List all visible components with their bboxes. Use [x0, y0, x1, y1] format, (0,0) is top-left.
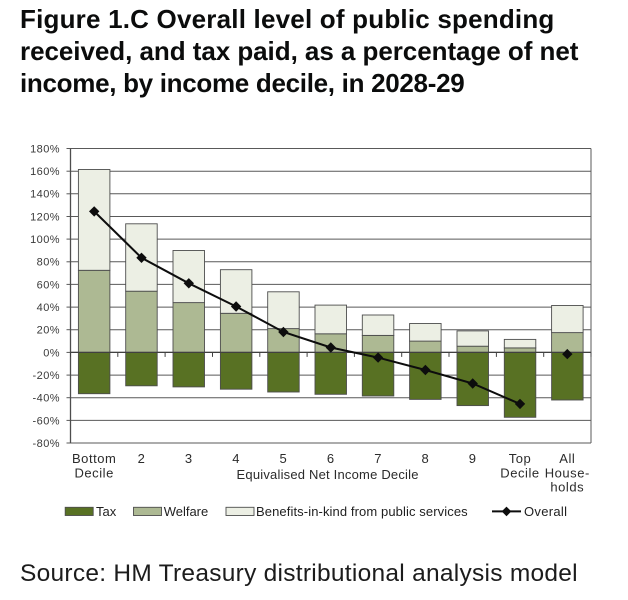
svg-text:Overall: Overall: [524, 504, 567, 519]
svg-text:6: 6: [327, 451, 335, 466]
svg-text:-80%: -80%: [33, 438, 60, 450]
svg-text:2: 2: [138, 451, 146, 466]
svg-text:Welfare: Welfare: [164, 504, 209, 519]
svg-text:Bottom: Bottom: [72, 451, 116, 466]
svg-text:180%: 180%: [30, 143, 60, 155]
svg-text:7: 7: [374, 451, 382, 466]
svg-text:Decile: Decile: [500, 465, 539, 480]
svg-text:-60%: -60%: [33, 415, 60, 427]
svg-text:0%: 0%: [43, 347, 60, 359]
svg-text:Equivalised Net Income Decile: Equivalised Net Income Decile: [237, 467, 419, 482]
svg-text:3: 3: [185, 451, 193, 466]
svg-text:-20%: -20%: [33, 370, 60, 382]
svg-text:4: 4: [232, 451, 240, 466]
svg-text:5: 5: [280, 451, 288, 466]
svg-text:All: All: [559, 451, 575, 466]
svg-text:9: 9: [469, 451, 477, 466]
svg-text:House-: House-: [545, 465, 590, 480]
svg-text:60%: 60%: [37, 279, 60, 291]
svg-text:20%: 20%: [37, 325, 60, 337]
svg-text:160%: 160%: [30, 166, 60, 178]
svg-text:40%: 40%: [37, 302, 60, 314]
svg-text:-40%: -40%: [33, 393, 60, 405]
svg-text:Tax: Tax: [96, 504, 117, 519]
svg-text:Top: Top: [509, 451, 532, 466]
svg-text:140%: 140%: [30, 189, 60, 201]
svg-text:holds: holds: [550, 480, 584, 495]
svg-text:8: 8: [422, 451, 430, 466]
svg-text:80%: 80%: [37, 257, 60, 269]
svg-text:Decile: Decile: [74, 465, 113, 480]
svg-text:120%: 120%: [30, 211, 60, 223]
svg-text:100%: 100%: [30, 234, 60, 246]
svg-text:Benefits-in-kind from public s: Benefits-in-kind from public services: [256, 504, 468, 519]
